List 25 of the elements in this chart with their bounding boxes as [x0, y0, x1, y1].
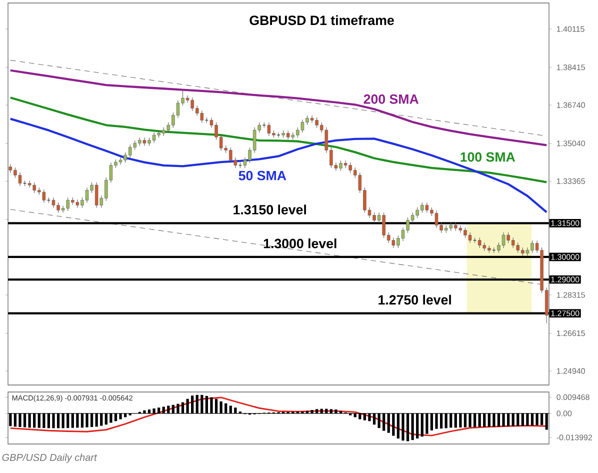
y-tick-label: 1.28315	[556, 292, 585, 298]
y-tick-label: 1.26615	[556, 330, 585, 336]
ref-line-label: 1.29000	[551, 276, 580, 282]
y-tick-label: 1.38415	[556, 64, 585, 70]
series-label: 200 SMA	[364, 94, 419, 104]
y-tick-label: 1.35040	[556, 140, 585, 146]
series-label: 100 SMA	[460, 152, 516, 162]
y-tick-label: 0.00	[556, 410, 572, 416]
y-tick-label: 0.009468	[556, 394, 590, 400]
series-label: 50 SMA	[238, 170, 286, 180]
ref-line-label: 1.27500	[551, 310, 580, 316]
ref-line-label: 1.31500	[551, 220, 580, 226]
text: GBPUSD D1 timeframe	[250, 15, 394, 26]
candlestick	[276, 132, 280, 138]
annotation: 1.3000 level	[264, 238, 336, 248]
y-tick-label: 1.40115	[556, 26, 584, 32]
y-tick-label: 1.24940	[556, 368, 585, 374]
ref-line-label: 1.30000	[551, 254, 580, 260]
y-tick-label: 1.33365	[556, 178, 585, 184]
annotation: 1.2750 level	[378, 294, 451, 305]
annotation: 1.3150 level	[234, 204, 306, 214]
y-tick-label: 1.36740	[556, 102, 585, 108]
text: GBP/USD Daily chart	[2, 454, 98, 463]
line-series	[10, 396, 548, 436]
y-tick-label: -0.013992	[556, 434, 592, 440]
